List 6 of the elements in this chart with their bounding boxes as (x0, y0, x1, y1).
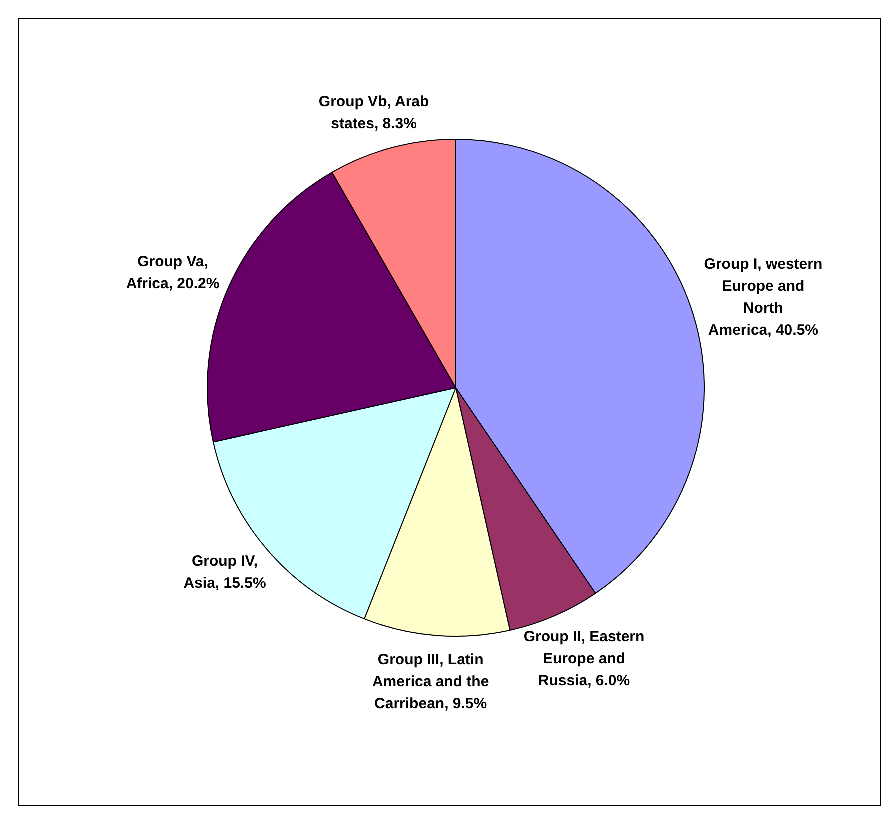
slice-label: Group Vb, Arab states, 8.3% (318, 93, 430, 132)
slice-label: Group I, western Europe and North America, 40.5% (704, 256, 823, 340)
slice-label: Group II, Eastern Europe and Russia, 6.0% (524, 628, 645, 690)
slice-label: Group IV, Asia, 15.5% (184, 552, 266, 592)
slice-label: Group III, Latin America and the Carribean, 9.5% (372, 652, 490, 713)
slice-label: Group Va, Africa, 20.2% (126, 254, 220, 293)
